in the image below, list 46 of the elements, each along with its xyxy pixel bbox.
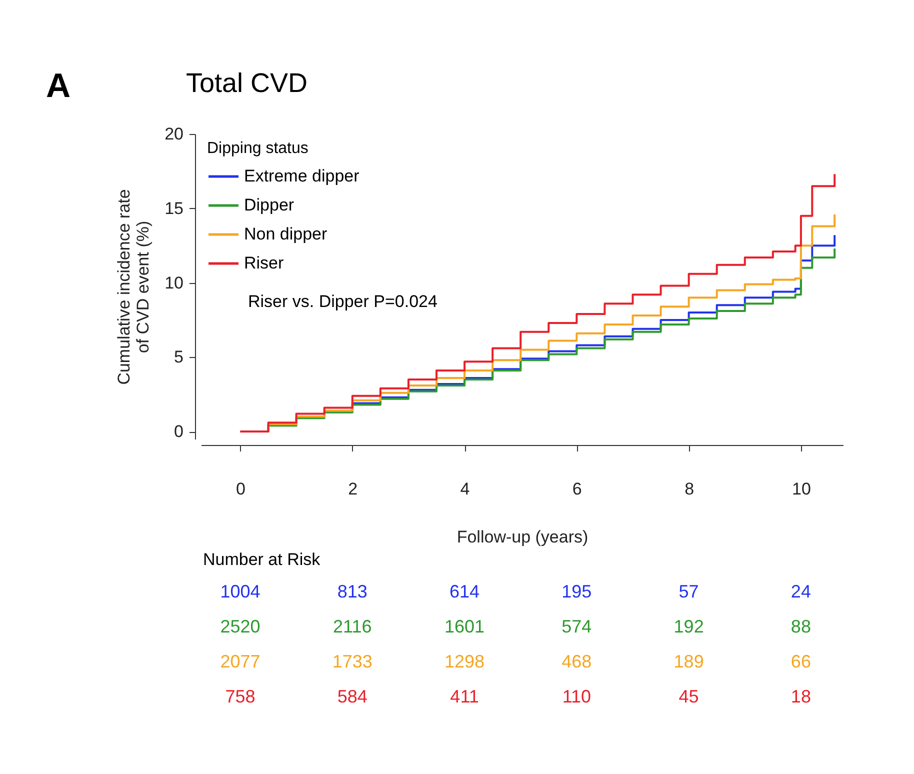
y-axis-title: Cumulative incidence rate of CVD event (%) (114, 189, 153, 385)
x-axis-title: Follow-up (years) (456, 528, 588, 546)
text: 2077 (220, 652, 260, 672)
text: A (46, 67, 71, 105)
legend-label: Riser (244, 254, 284, 272)
text: 614 (450, 582, 480, 602)
x-tick-label: 6 (572, 480, 582, 498)
annotation: Riser vs. Dipper P=0.024 (248, 292, 438, 311)
text: 2520 (220, 616, 260, 636)
text: 88 (790, 616, 811, 636)
text: 110 (562, 686, 592, 706)
text: 1733 (332, 652, 372, 672)
y-tick-label: 0 (174, 422, 184, 442)
text: 758 (225, 686, 256, 706)
chart-title: Total CVD (186, 68, 308, 98)
text: 66 (790, 652, 811, 672)
y-tick-label: 20 (164, 124, 184, 144)
text: 574 (562, 616, 592, 636)
text: 813 (337, 582, 368, 602)
text: 1298 (444, 652, 485, 672)
x-tick-label: 2 (348, 480, 358, 498)
y-tick-label: 5 (174, 348, 184, 367)
text: 1004 (220, 582, 260, 602)
x-tick-label: 0 (236, 480, 246, 498)
text: 192 (674, 616, 704, 636)
legend-label: Non dipper (244, 224, 328, 244)
x-tick-label: 8 (684, 480, 694, 498)
text: 57 (678, 582, 699, 602)
y-tick-label: 10 (164, 273, 184, 292)
text: Number at Risk (203, 550, 321, 569)
text: 18 (790, 686, 811, 706)
text: 411 (450, 686, 479, 706)
text: 468 (562, 652, 592, 672)
legend-label: Dipper (244, 196, 294, 214)
x-tick-label: 4 (460, 480, 470, 498)
text: 195 (562, 582, 592, 602)
text: 189 (674, 652, 704, 672)
legend-label: Extreme dipper (244, 166, 360, 186)
x-tick-label: 10 (792, 480, 811, 498)
text: 45 (678, 686, 699, 706)
text: 584 (337, 686, 368, 706)
text: 24 (790, 582, 811, 602)
legend-title: Dipping status (207, 140, 308, 157)
y-tick-label: 15 (164, 198, 184, 218)
text: 2116 (333, 616, 372, 636)
text: 1601 (444, 616, 485, 636)
